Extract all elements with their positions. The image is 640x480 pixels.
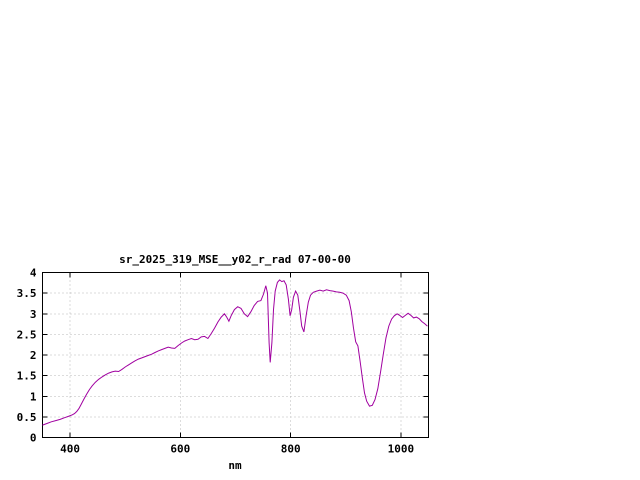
x-tick-label: 1000 <box>388 443 415 456</box>
x-axis-label: nm <box>228 459 242 472</box>
y-tick-labels: 0 0.5 1 1.5 2 2.5 3 3.5 4 <box>17 267 37 445</box>
y-tick-label: 0.5 <box>17 411 37 424</box>
axis-tick-marks <box>42 272 429 438</box>
y-tick-label: 1 <box>30 390 37 403</box>
y-tick-label: 0 <box>30 432 37 445</box>
y-tick-label: 2 <box>30 349 37 362</box>
y-tick-label: 2.5 <box>17 328 37 341</box>
grid-lines <box>42 272 429 438</box>
y-tick-label: 1.5 <box>17 370 37 383</box>
chart-title: sr_2025_319_MSE__y02_r_rad 07-00-00 <box>119 253 351 266</box>
y-tick-label: 4 <box>30 267 37 280</box>
x-tick-label: 600 <box>170 443 190 456</box>
series-line <box>42 279 428 426</box>
y-tick-label: 3 <box>30 308 37 321</box>
x-tick-labels: 400 600 800 1000 <box>60 443 414 456</box>
y-tick-label: 3.5 <box>17 287 37 300</box>
x-tick-label: 800 <box>281 443 301 456</box>
x-tick-label: 400 <box>60 443 80 456</box>
